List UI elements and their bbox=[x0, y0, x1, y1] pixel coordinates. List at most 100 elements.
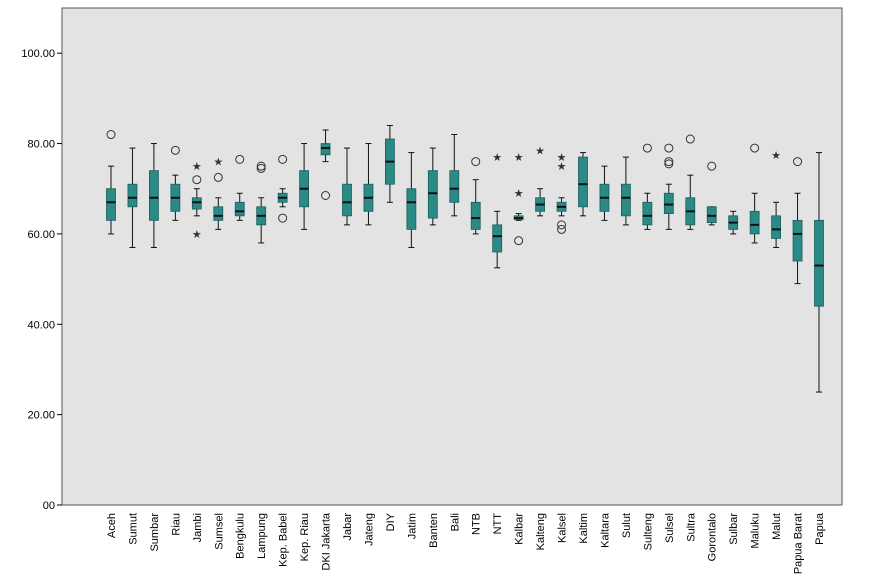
box-series: ★★★ ★ ★★★★★★ bbox=[106, 124, 824, 393]
box-sulsel bbox=[663, 143, 674, 230]
outlier-circle bbox=[750, 143, 760, 153]
box-ntb bbox=[470, 157, 481, 235]
box-iqr bbox=[663, 192, 674, 214]
x-category-label: Sulsel bbox=[664, 513, 676, 543]
outlier-star: ★ bbox=[192, 229, 202, 241]
x-category-label: Sulbar bbox=[728, 513, 740, 545]
box-jatim bbox=[406, 152, 417, 248]
x-category-label: Bali bbox=[449, 513, 461, 531]
box-kep-riau bbox=[299, 143, 309, 230]
outlier-star: ★ bbox=[514, 188, 524, 200]
box-sultra bbox=[685, 134, 696, 230]
box-iqr bbox=[342, 183, 352, 217]
outlier-circle bbox=[664, 159, 674, 169]
box-iqr bbox=[106, 188, 116, 221]
outlier-star: ★ bbox=[535, 145, 545, 157]
box-gorontalo bbox=[706, 161, 717, 226]
outlier-star: ★ bbox=[213, 157, 223, 169]
outlier-circle bbox=[471, 157, 481, 167]
outlier-circle bbox=[664, 157, 674, 167]
box-iqr bbox=[449, 170, 460, 203]
y-axis: 00 20.00 40.00 60.00 80.00 100.00 bbox=[21, 48, 62, 512]
box-malut: ★ bbox=[771, 150, 781, 248]
x-axis-labels: Aceh Sumut Sumbar Riau Jambi Sumsel Bengkulu La… bbox=[106, 512, 826, 574]
box-iqr bbox=[470, 201, 481, 230]
box-dki-jakarta bbox=[320, 129, 331, 201]
outlier-circle bbox=[321, 191, 331, 201]
x-category-label: Jambi bbox=[192, 513, 204, 542]
box-papua bbox=[814, 152, 824, 393]
box-jateng bbox=[363, 143, 374, 226]
box-iqr bbox=[749, 210, 760, 235]
outlier-circle bbox=[278, 213, 288, 223]
outlier-circle bbox=[685, 134, 695, 144]
box-sulteng bbox=[642, 143, 653, 230]
box-sumsel: ★ bbox=[213, 157, 223, 230]
x-category-label: Papua Barat bbox=[793, 513, 805, 574]
x-category-label: Lampung bbox=[256, 513, 268, 559]
box-sulbar bbox=[728, 210, 739, 235]
outlier-circle bbox=[557, 220, 567, 230]
box-ntt: ★ bbox=[492, 152, 502, 269]
box-kaltim bbox=[578, 152, 588, 217]
outlier-circle bbox=[256, 163, 266, 173]
box-diy bbox=[385, 124, 395, 203]
box-bengkulu bbox=[234, 154, 245, 221]
box-maluku bbox=[749, 143, 760, 244]
box-riau bbox=[170, 145, 181, 221]
x-category-label: Kep. Babel bbox=[278, 513, 290, 567]
x-category-label: Gorontalo bbox=[707, 513, 719, 561]
box-iqr bbox=[792, 219, 803, 262]
x-category-label: Kalteng bbox=[535, 513, 547, 550]
x-category-label: Maluku bbox=[750, 513, 762, 548]
outlier-circle bbox=[235, 154, 245, 164]
box-iqr bbox=[406, 188, 417, 230]
box-sumut bbox=[127, 147, 138, 248]
box-iqr bbox=[427, 170, 438, 219]
box-jabar bbox=[342, 147, 352, 226]
x-category-label: NTT bbox=[492, 513, 504, 535]
box-iqr bbox=[771, 215, 781, 239]
outlier-circle bbox=[514, 236, 524, 246]
x-category-label: Sumsel bbox=[213, 513, 225, 550]
x-category-label: Kep. Riau bbox=[299, 513, 311, 561]
x-category-label: Bengkulu bbox=[235, 513, 247, 559]
x-category-label: Jatim bbox=[406, 513, 418, 539]
box-iqr bbox=[149, 170, 159, 221]
outlier-star: ★ bbox=[492, 152, 502, 164]
y-tick-label: 20.00 bbox=[27, 410, 55, 422]
x-category-label: Sulut bbox=[621, 513, 633, 538]
outlier-circle bbox=[557, 224, 567, 234]
box-sulut bbox=[621, 156, 631, 226]
x-category-label: Sumbar bbox=[149, 513, 161, 552]
x-category-label: DIY bbox=[385, 512, 397, 531]
box-iqr bbox=[814, 219, 824, 307]
x-category-label: Jabar bbox=[342, 513, 354, 541]
box-bali bbox=[449, 134, 460, 217]
box-iqr bbox=[578, 156, 588, 208]
y-tick-label: 100.00 bbox=[21, 48, 55, 60]
outlier-circle bbox=[793, 157, 803, 167]
x-category-label: Riau bbox=[170, 513, 182, 536]
outlier-circle bbox=[707, 161, 717, 171]
box-lampung bbox=[256, 161, 267, 244]
y-tick-label: 40.00 bbox=[27, 319, 55, 331]
x-category-label: Kalsel bbox=[557, 513, 569, 543]
y-tick-label: 60.00 bbox=[27, 229, 55, 241]
box-kalsel: ★★ bbox=[557, 152, 567, 234]
box-kaltara bbox=[599, 165, 610, 221]
x-category-label: DKI Jakarta bbox=[321, 512, 333, 570]
box-kalteng: ★ bbox=[535, 145, 545, 217]
box-iqr bbox=[234, 201, 245, 217]
outlier-star: ★ bbox=[557, 161, 567, 173]
outlier-star: ★ bbox=[771, 150, 781, 162]
x-category-label: Papua bbox=[814, 512, 826, 545]
box-iqr bbox=[213, 206, 224, 221]
x-category-label: Kaltara bbox=[599, 512, 611, 548]
y-tick-label: 80.00 bbox=[27, 139, 55, 151]
outlier-circle bbox=[170, 145, 180, 155]
x-category-label: Sumut bbox=[127, 513, 139, 545]
outlier-circle bbox=[278, 154, 288, 164]
plot-area bbox=[61, 7, 843, 506]
